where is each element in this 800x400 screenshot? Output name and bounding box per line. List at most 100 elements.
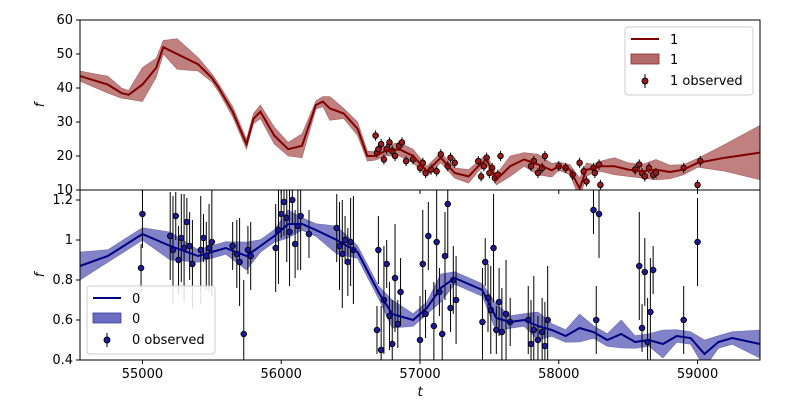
data-point <box>272 244 279 252</box>
data-point <box>591 169 599 177</box>
legend-label-band: 1 <box>670 53 678 68</box>
y-tick-label: 0.6 <box>52 313 73 328</box>
plot-area <box>80 38 760 190</box>
model-line <box>80 223 760 356</box>
data-point <box>477 173 485 180</box>
data-point <box>373 326 381 334</box>
data-point <box>137 264 145 272</box>
data-point <box>652 169 660 177</box>
data-point <box>438 330 446 338</box>
data-point <box>208 238 216 246</box>
data-point <box>444 200 452 208</box>
data-point <box>380 156 388 163</box>
y-tick-label: 50 <box>56 47 73 62</box>
data-point <box>341 236 349 244</box>
data-point <box>377 346 385 354</box>
data-point <box>333 224 340 232</box>
data-point <box>286 228 293 236</box>
data-point <box>391 152 399 160</box>
y-tick-label: 30 <box>56 115 73 130</box>
data-point <box>541 342 549 350</box>
data-point <box>377 140 385 148</box>
y-tick-label: 0.8 <box>52 273 73 288</box>
data-point <box>447 304 454 312</box>
data-point <box>433 168 440 175</box>
data-point <box>391 274 399 282</box>
y-tick-label: 1 <box>65 233 73 248</box>
data-point <box>636 262 643 270</box>
data-point <box>502 310 510 318</box>
observed-points <box>372 130 704 190</box>
bottom-panel: 0.4 0.6 0.8 1 1.2 55000 56000 57000 58000 59000 f t <box>33 189 761 400</box>
data-point <box>694 238 701 246</box>
legend-point-swatch <box>641 77 649 85</box>
data-point <box>583 178 590 185</box>
data-point <box>175 256 182 264</box>
data-point <box>419 260 427 268</box>
data-point <box>479 318 486 326</box>
data-point <box>534 336 542 344</box>
data-point <box>416 336 424 344</box>
uncertainty-band <box>80 38 760 190</box>
legend-band-swatch <box>630 53 660 65</box>
data-point <box>336 242 343 250</box>
data-point <box>139 210 146 218</box>
x-tick-label: 58000 <box>538 367 579 382</box>
data-point <box>636 161 643 168</box>
data-point <box>244 246 252 254</box>
data-point <box>425 232 432 240</box>
data-point <box>344 258 352 266</box>
y-tick-label: 10 <box>56 183 73 198</box>
data-point <box>166 232 174 240</box>
y-axis-label: f <box>33 100 48 107</box>
legend-label-model: 0 <box>132 292 140 307</box>
data-point <box>386 139 393 146</box>
data-point <box>178 234 185 242</box>
data-point <box>641 268 649 276</box>
data-point <box>538 328 546 336</box>
data-point <box>398 139 406 146</box>
data-point <box>475 157 482 165</box>
data-point <box>430 322 438 330</box>
data-point <box>375 246 382 254</box>
data-point <box>452 296 460 304</box>
legend-label-band: 0 <box>132 312 140 327</box>
data-point <box>480 162 488 170</box>
data-point <box>481 258 489 266</box>
data-point <box>388 340 396 348</box>
data-point <box>229 242 236 250</box>
data-point <box>240 330 248 338</box>
data-point <box>205 244 213 252</box>
x-tick-label: 56000 <box>261 367 302 382</box>
data-point <box>347 238 354 246</box>
data-point <box>530 326 538 334</box>
data-point <box>189 260 196 268</box>
data-point <box>493 326 500 334</box>
data-point <box>597 181 604 189</box>
data-point <box>495 298 503 306</box>
data-point <box>291 240 299 248</box>
bottom-legend: 0 0 0 observed <box>86 285 216 355</box>
y-tick-label: 20 <box>56 149 73 164</box>
y-tick-label: 0.4 <box>52 353 73 368</box>
legend-label-model: 1 <box>670 33 678 48</box>
legend-box <box>624 26 754 96</box>
data-point <box>534 169 542 177</box>
data-point <box>397 288 404 296</box>
data-point <box>441 252 449 260</box>
data-point <box>451 159 458 167</box>
data-point <box>236 258 243 266</box>
y-tick-label: 1.2 <box>52 193 73 208</box>
data-point <box>186 242 193 250</box>
data-point <box>277 210 285 218</box>
model-line <box>80 45 760 190</box>
data-point <box>289 196 296 204</box>
data-point <box>437 151 445 158</box>
x-tick-label: 59000 <box>677 367 718 382</box>
data-point <box>197 246 204 254</box>
data-point <box>544 316 551 324</box>
data-point <box>649 266 657 274</box>
data-point <box>592 316 600 324</box>
data-point <box>680 316 687 324</box>
